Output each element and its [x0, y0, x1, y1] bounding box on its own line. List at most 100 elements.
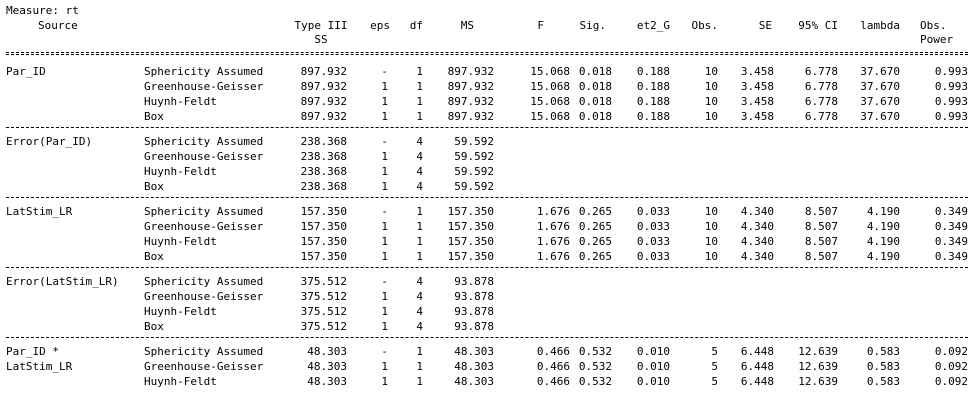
cell-ci: 12.639	[798, 345, 838, 358]
cell-f: 0.466	[536, 375, 570, 388]
cell-correction: Greenhouse-Geisser	[144, 220, 264, 233]
cell-ci: 8.507	[804, 250, 838, 263]
cell-df: 1	[416, 80, 423, 93]
cell-eps: 1	[381, 290, 388, 303]
cell-et2g: 0.188	[636, 80, 670, 93]
cell-source: LatStim_LR	[6, 360, 73, 373]
cell-lambda: 4.190	[866, 250, 900, 263]
cell-df: 1	[416, 205, 423, 218]
cell-ms: 48.303	[454, 345, 494, 358]
header-obs: Obs.	[691, 19, 719, 32]
cell-eps: 1	[381, 180, 388, 193]
cell-se: 4.340	[740, 205, 774, 218]
cell-correction: Huynh-Feldt	[144, 235, 217, 248]
cell-eps: -	[381, 135, 388, 148]
cell-df: 4	[416, 150, 423, 163]
cell-et2g: 0.033	[636, 205, 670, 218]
cell-ss: 897.932	[300, 80, 347, 93]
cell-lambda: 0.583	[866, 345, 900, 358]
cell-sig: 0.018	[578, 110, 612, 123]
cell-source: Error(LatStim_LR)	[6, 275, 119, 288]
cell-ci: 8.507	[804, 235, 838, 248]
cell-et2g: 0.033	[636, 220, 670, 233]
group-separator	[6, 197, 968, 198]
cell-ss: 48.303	[307, 360, 347, 373]
cell-ms: 93.878	[454, 275, 494, 288]
cell-df: 4	[416, 305, 423, 318]
cell-obs: 10	[704, 235, 718, 248]
cell-f: 15.068	[530, 65, 570, 78]
cell-ss: 897.932	[300, 65, 347, 78]
cell-f: 0.466	[536, 345, 570, 358]
cell-ss: 48.303	[307, 345, 347, 358]
cell-df: 1	[416, 110, 423, 123]
cell-power: 0.349	[934, 250, 968, 263]
cell-obs: 5	[711, 375, 718, 388]
cell-eps: 1	[381, 360, 388, 373]
cell-source: Par_ID *	[6, 345, 59, 358]
cell-ss: 238.368	[300, 165, 347, 178]
cell-power: 0.349	[934, 235, 968, 248]
header-power-line2: Power	[920, 33, 954, 46]
measure-label: Measure: rt	[6, 4, 79, 17]
cell-correction: Huynh-Feldt	[144, 95, 217, 108]
cell-eps: 1	[381, 150, 388, 163]
cell-correction: Greenhouse-Geisser	[144, 360, 264, 373]
cell-eps: 1	[381, 165, 388, 178]
table-row: Box 157.350 1 1 157.350 1.676 0.265 0.033 10 4.34…	[0, 249, 971, 264]
cell-df: 1	[416, 235, 423, 248]
table-row: Greenhouse-Geisser 238.368 1 4 59.592	[0, 149, 971, 164]
cell-eps: -	[381, 275, 388, 288]
cell-ss: 157.350	[300, 205, 347, 218]
cell-power: 0.349	[934, 220, 968, 233]
cell-df: 4	[416, 135, 423, 148]
cell-eps: 1	[381, 250, 388, 263]
cell-eps: 1	[381, 110, 388, 123]
group-separator	[6, 267, 968, 268]
cell-correction: Box	[144, 110, 164, 123]
cell-ms: 157.350	[447, 250, 494, 263]
table-row: Box 897.932 1 1 897.932 15.068 0.018 0.188 10 3.4…	[0, 109, 971, 124]
cell-df: 1	[416, 95, 423, 108]
cell-se: 3.458	[740, 65, 774, 78]
cell-ms: 897.932	[447, 65, 494, 78]
cell-obs: 5	[711, 360, 718, 373]
cell-ci: 8.507	[804, 205, 838, 218]
table-row: Box 375.512 1 4 93.878	[0, 319, 971, 334]
cell-obs: 10	[704, 65, 718, 78]
header-ss-line1: Type III	[294, 19, 348, 32]
header-power-line1: Obs.	[920, 19, 947, 32]
cell-eps: 1	[381, 305, 388, 318]
cell-ms: 897.932	[447, 95, 494, 108]
cell-se: 6.448	[740, 345, 774, 358]
header-f: F	[537, 19, 544, 32]
cell-ci: 6.778	[804, 80, 838, 93]
cell-ss: 375.512	[300, 320, 347, 333]
cell-df: 4	[416, 275, 423, 288]
cell-correction: Huynh-Feldt	[144, 305, 217, 318]
cell-lambda: 37.670	[860, 65, 900, 78]
cell-correction: Huynh-Feldt	[144, 375, 217, 388]
cell-et2g: 0.188	[636, 95, 670, 108]
table-row: Huynh-Feldt 48.303 1 1 48.303 0.466 0.532 0.010…	[0, 374, 971, 389]
cell-power: 0.092	[934, 360, 968, 373]
cell-lambda: 37.670	[860, 110, 900, 123]
cell-ss: 238.368	[300, 135, 347, 148]
cell-obs: 10	[704, 220, 718, 233]
cell-et2g: 0.010	[636, 375, 670, 388]
cell-f: 1.676	[536, 220, 570, 233]
cell-correction: Sphericity Assumed	[144, 275, 264, 288]
cell-sig: 0.265	[578, 220, 612, 233]
cell-sig: 0.018	[578, 65, 612, 78]
cell-eps: 1	[381, 235, 388, 248]
table-row: LatStim_LR Greenhouse-Geisser 48.303 1 1 48.3…	[0, 359, 971, 374]
cell-sig: 0.265	[578, 235, 612, 248]
header-et2g: et2_G	[636, 19, 670, 32]
header-se: SE	[758, 19, 772, 32]
table-row: Huynh-Feldt 157.350 1 1 157.350 1.676 0.265 0.0…	[0, 234, 971, 249]
cell-df: 1	[416, 220, 423, 233]
cell-ms: 59.592	[454, 135, 494, 148]
cell-source: Error(Par_ID)	[6, 135, 93, 148]
cell-eps: 1	[381, 375, 388, 388]
